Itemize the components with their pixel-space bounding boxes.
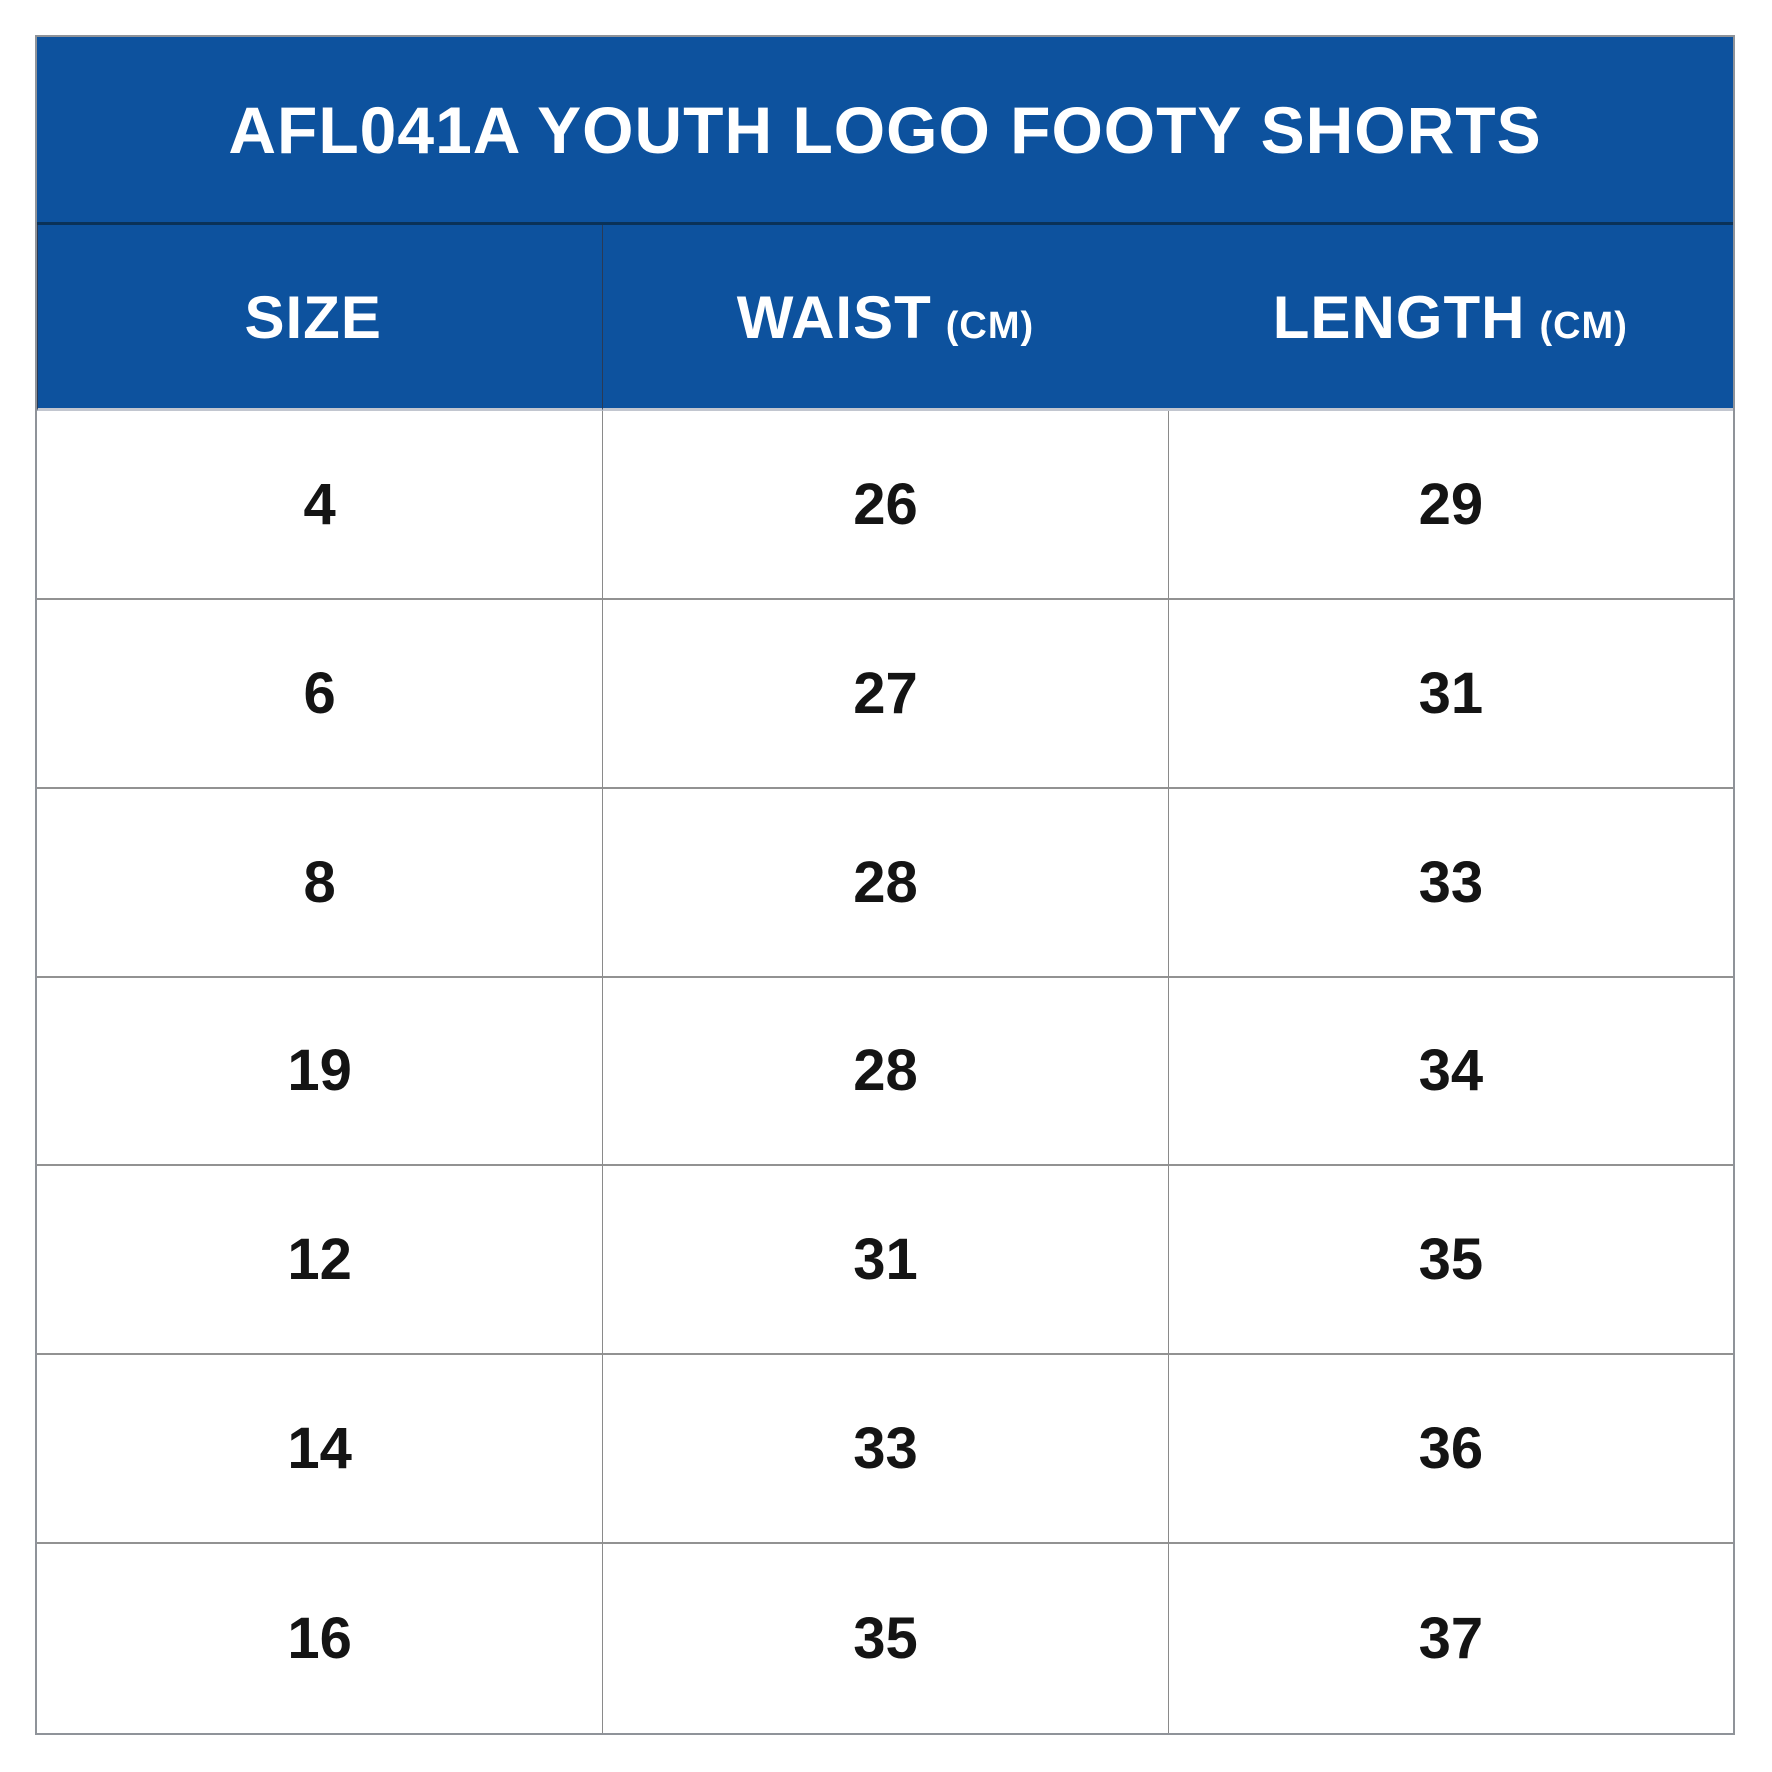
cell-length: 31: [1167, 599, 1733, 789]
size-chart-table: AFL041A YOUTH LOGO FOOTY SHORTS SIZE WAI…: [35, 35, 1735, 1735]
cell-length-value: 36: [1418, 1416, 1484, 1482]
cell-waist-value: 26: [853, 471, 918, 537]
cell-length: 36: [1167, 1355, 1733, 1545]
cell-size-value: 12: [287, 1227, 352, 1293]
column-header-length: LENGTH (CM): [1167, 225, 1733, 411]
cell-size: 19: [37, 977, 603, 1167]
cell-size-value: 6: [303, 660, 336, 726]
cell-size-value: 4: [303, 471, 336, 537]
cell-size: 8: [37, 788, 603, 978]
cell-waist: 35: [602, 1544, 1168, 1733]
cell-size: 12: [37, 1166, 603, 1356]
chart-title: AFL041A YOUTH LOGO FOOTY SHORTS: [228, 92, 1542, 167]
cell-length-value: 35: [1418, 1227, 1484, 1293]
cell-size-value: 16: [287, 1606, 352, 1672]
cell-length-value: 29: [1418, 471, 1484, 537]
column-header-length-unit: (CM): [1539, 305, 1628, 347]
cell-waist-value: 35: [853, 1606, 918, 1672]
cell-waist: 26: [602, 411, 1168, 600]
cell-waist-value: 28: [853, 849, 918, 915]
cell-waist: 28: [602, 788, 1168, 978]
cell-waist: 31: [602, 1166, 1168, 1356]
cell-length: 35: [1167, 1166, 1733, 1356]
cell-size-value: 8: [303, 849, 336, 915]
cell-size: 16: [37, 1544, 603, 1733]
chart-title-band: AFL041A YOUTH LOGO FOOTY SHORTS: [37, 37, 1733, 225]
cell-waist-value: 31: [853, 1227, 918, 1293]
cell-length-value: 34: [1418, 1038, 1484, 1104]
cell-length: 37: [1167, 1544, 1733, 1733]
cell-length-value: 37: [1418, 1606, 1484, 1672]
column-header-waist-unit: (CM): [945, 305, 1035, 347]
cell-size-value: 19: [287, 1038, 352, 1104]
cell-length: 33: [1167, 788, 1733, 978]
cell-waist-value: 28: [853, 1038, 918, 1104]
column-header-length-label: LENGTH: [1272, 284, 1526, 351]
cell-waist: 27: [602, 599, 1168, 789]
cell-waist: 33: [602, 1355, 1168, 1545]
column-header-size: SIZE: [37, 225, 603, 411]
cell-length: 34: [1167, 977, 1733, 1167]
cell-waist-value: 27: [853, 660, 918, 726]
cell-waist-value: 33: [853, 1416, 918, 1482]
column-header-waist: WAIST (CM): [602, 225, 1168, 411]
cell-size: 4: [37, 411, 603, 600]
cell-length: 29: [1167, 411, 1733, 600]
cell-length-value: 31: [1418, 660, 1484, 726]
cell-size: 14: [37, 1355, 603, 1545]
cell-waist: 28: [602, 977, 1168, 1167]
cell-length-value: 33: [1418, 849, 1484, 915]
cell-size: 6: [37, 599, 603, 789]
column-header-waist-label: WAIST: [736, 284, 932, 351]
cell-size-value: 14: [287, 1416, 352, 1482]
column-header-size-label: SIZE: [244, 284, 382, 351]
